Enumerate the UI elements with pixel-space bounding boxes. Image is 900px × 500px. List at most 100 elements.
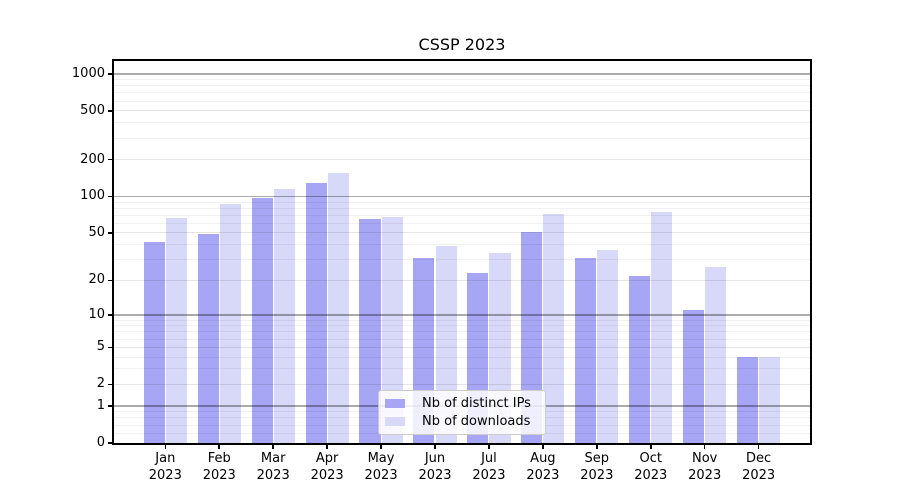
x-tick-label-oct: Oct 2023 (634, 451, 668, 483)
bar-dec-2023-downloads (759, 357, 781, 443)
y-tick-mark-500 (108, 110, 113, 112)
legend-label-distinct-ips: Nb of distinct IPs (422, 396, 531, 411)
bar-may-2023-downloads (381, 216, 403, 443)
bar-aug-2023-downloads (543, 213, 565, 443)
gridline-4 (114, 356, 810, 358)
gridline-3 (114, 368, 810, 370)
x-tick-mark-oct (650, 445, 652, 449)
bar-sep-2023-distinct-ips (575, 257, 597, 443)
bar-jan-2023-downloads (165, 218, 187, 443)
y-tick-label-200: 200 (80, 151, 105, 167)
x-tick-label-jun: Jun 2023 (418, 451, 452, 483)
legend: Nb of distinct IPs Nb of downloads (378, 390, 546, 435)
gridline-9 (114, 319, 810, 321)
x-tick-label-apr: Apr 2023 (310, 451, 344, 483)
gridline-60 (114, 222, 810, 224)
y-tick-mark-20 (108, 279, 113, 282)
y-tick-label-10: 10 (88, 306, 105, 322)
x-tick-label-feb: Feb 2023 (202, 451, 236, 483)
y-tick-mark-100 (108, 195, 113, 198)
gridline-400 (114, 122, 810, 124)
y-tick-mark-1000 (108, 73, 113, 75)
legend-swatch-downloads (385, 416, 405, 427)
x-tick-label-may: May 2023 (364, 451, 398, 483)
x-tick-label-jan: Jan 2023 (148, 451, 182, 483)
x-tick-mark-aug (542, 445, 544, 449)
y-tick-mark-2 (108, 383, 113, 386)
y-tick-label-20: 20 (88, 272, 105, 288)
bar-feb-2023-downloads (219, 203, 241, 443)
x-tick-mark-nov (703, 445, 706, 449)
y-tick-label-5: 5 (96, 339, 105, 355)
gridline-2 (114, 383, 810, 385)
y-tick-label-500: 500 (80, 102, 105, 118)
gridline-90 (114, 201, 810, 203)
gridline-500 (114, 110, 810, 112)
gridline-50 (114, 232, 810, 234)
gridline-100 (114, 195, 810, 198)
y-tick-label-50: 50 (88, 224, 105, 240)
x-tick-mark-jan (164, 445, 167, 449)
y-tick-mark-200 (108, 158, 113, 161)
legend-swatch-distinct-ips (385, 398, 405, 409)
bar-dec-2023-distinct-ips (737, 357, 759, 443)
bar-sep-2023-downloads (597, 250, 619, 443)
x-tick-mark-sep (596, 445, 598, 449)
y-tick-mark-0 (108, 442, 113, 444)
gridline-10 (114, 314, 810, 316)
gridline-5 (114, 346, 810, 348)
gridline-700 (114, 92, 810, 94)
plot-area (112, 59, 812, 445)
x-tick-label-nov: Nov 2023 (688, 451, 722, 483)
x-tick-label-aug: Aug 2023 (526, 451, 560, 483)
bar-oct-2023-downloads (651, 211, 673, 443)
y-tick-label-1000: 1000 (71, 65, 105, 81)
bar-mar-2023-distinct-ips (251, 198, 273, 443)
x-tick-mark-jun (434, 445, 436, 449)
gridline-6 (114, 338, 810, 340)
y-tick-mark-5 (108, 346, 113, 349)
bar-oct-2023-distinct-ips (629, 275, 651, 443)
x-tick-label-dec: Dec 2023 (742, 451, 776, 483)
bar-nov-2023-downloads (705, 266, 727, 443)
legend-item-downloads: Nb of downloads (385, 414, 537, 429)
x-tick-mark-may (380, 445, 382, 449)
gridline-70 (114, 214, 810, 216)
gridline-900 (114, 79, 810, 81)
y-tick-label-1: 1 (96, 397, 105, 413)
y-tick-mark-1 (108, 405, 113, 407)
gridline-30 (114, 259, 810, 261)
gridline-40 (114, 244, 810, 246)
y-tick-label-0: 0 (96, 435, 105, 450)
legend-label-downloads: Nb of downloads (422, 414, 531, 429)
gridline-8 (114, 325, 810, 327)
gridline-200 (114, 159, 810, 161)
x-tick-label-sep: Sep 2023 (580, 451, 614, 483)
legend-item-distinct-ips: Nb of distinct IPs (385, 396, 537, 411)
bar-may-2023-distinct-ips (359, 219, 381, 443)
x-tick-mark-dec (757, 445, 760, 449)
x-tick-mark-feb (218, 445, 220, 449)
bar-apr-2023-distinct-ips (305, 183, 327, 443)
gridline-800 (114, 85, 810, 87)
y-tick-mark-50 (108, 232, 113, 234)
bar-feb-2023-distinct-ips (197, 234, 219, 443)
chart-title: CSSP 2023 (418, 35, 506, 54)
y-tick-mark-10 (108, 314, 113, 316)
gridline-1000 (114, 73, 810, 75)
gridline-300 (114, 137, 810, 139)
gridline-600 (114, 100, 810, 102)
y-tick-label-100: 100 (80, 188, 105, 204)
x-tick-label-jul: Jul 2023 (472, 451, 506, 483)
gridline-7 (114, 331, 810, 333)
bar-apr-2023-downloads (327, 172, 349, 443)
y-tick-label-2: 2 (96, 376, 105, 392)
x-tick-mark-mar (272, 445, 274, 449)
x-tick-mark-apr (326, 445, 328, 449)
gridline-80 (114, 207, 810, 209)
bar-nov-2023-distinct-ips (683, 310, 705, 443)
x-tick-mark-jul (488, 445, 490, 449)
bar-mar-2023-downloads (273, 188, 295, 443)
gridline-20 (114, 279, 810, 281)
